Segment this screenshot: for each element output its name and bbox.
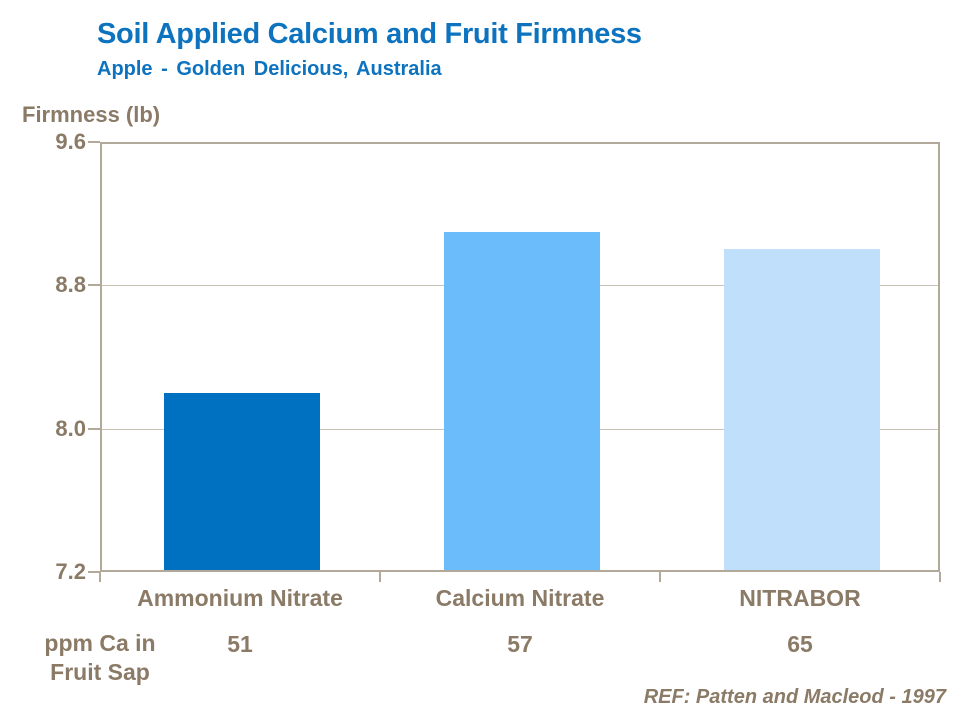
y-tick-8 [88,427,100,430]
chart-title: Soil Applied Calcium and Fruit Firmness [97,18,642,50]
y-axis-title: Firmness (lb) [22,102,161,127]
category-label-ammonium-nitrate: Ammonium Nitrate [137,585,343,611]
y-tick-7.2 [88,571,100,573]
ppm-value-nitrabor: 65 [787,631,813,657]
y-tick-label-9.6: 9.6 [55,129,86,154]
bar-nitrabor [724,249,880,570]
x-tick-2 [659,572,661,582]
chart-subtitle: Apple - Golden Delicious, Australia [97,58,442,80]
bar-ammonium-nitrate [164,393,320,570]
reference-text: REF: Patten and Macleod - 1997 [643,686,946,708]
ppm-row-label-line1: ppm Ca in [44,630,156,656]
y-tick-8.8 [88,284,100,287]
ppm-row-label: ppm Ca in Fruit Sap [18,629,182,687]
y-tick-label-8.8: 8.8 [55,272,86,298]
ppm-value-calcium-nitrate: 57 [507,631,533,657]
bar-calcium-nitrate [444,232,600,570]
y-tick-label-7.2: 7.2 [55,559,86,584]
plot-area [100,142,940,572]
y-tick-9.6 [88,141,100,143]
category-label-calcium-nitrate: Calcium Nitrate [435,585,605,611]
x-tick-3 [939,572,941,582]
ppm-value-ammonium-nitrate: 51 [227,631,253,657]
y-tick-label-8: 8.0 [55,415,86,441]
category-label-nitrabor: NITRABOR [739,585,861,611]
x-tick-1 [379,572,381,582]
y-axis-extension [99,572,101,582]
ppm-row-label-line2: Fruit Sap [50,659,150,685]
